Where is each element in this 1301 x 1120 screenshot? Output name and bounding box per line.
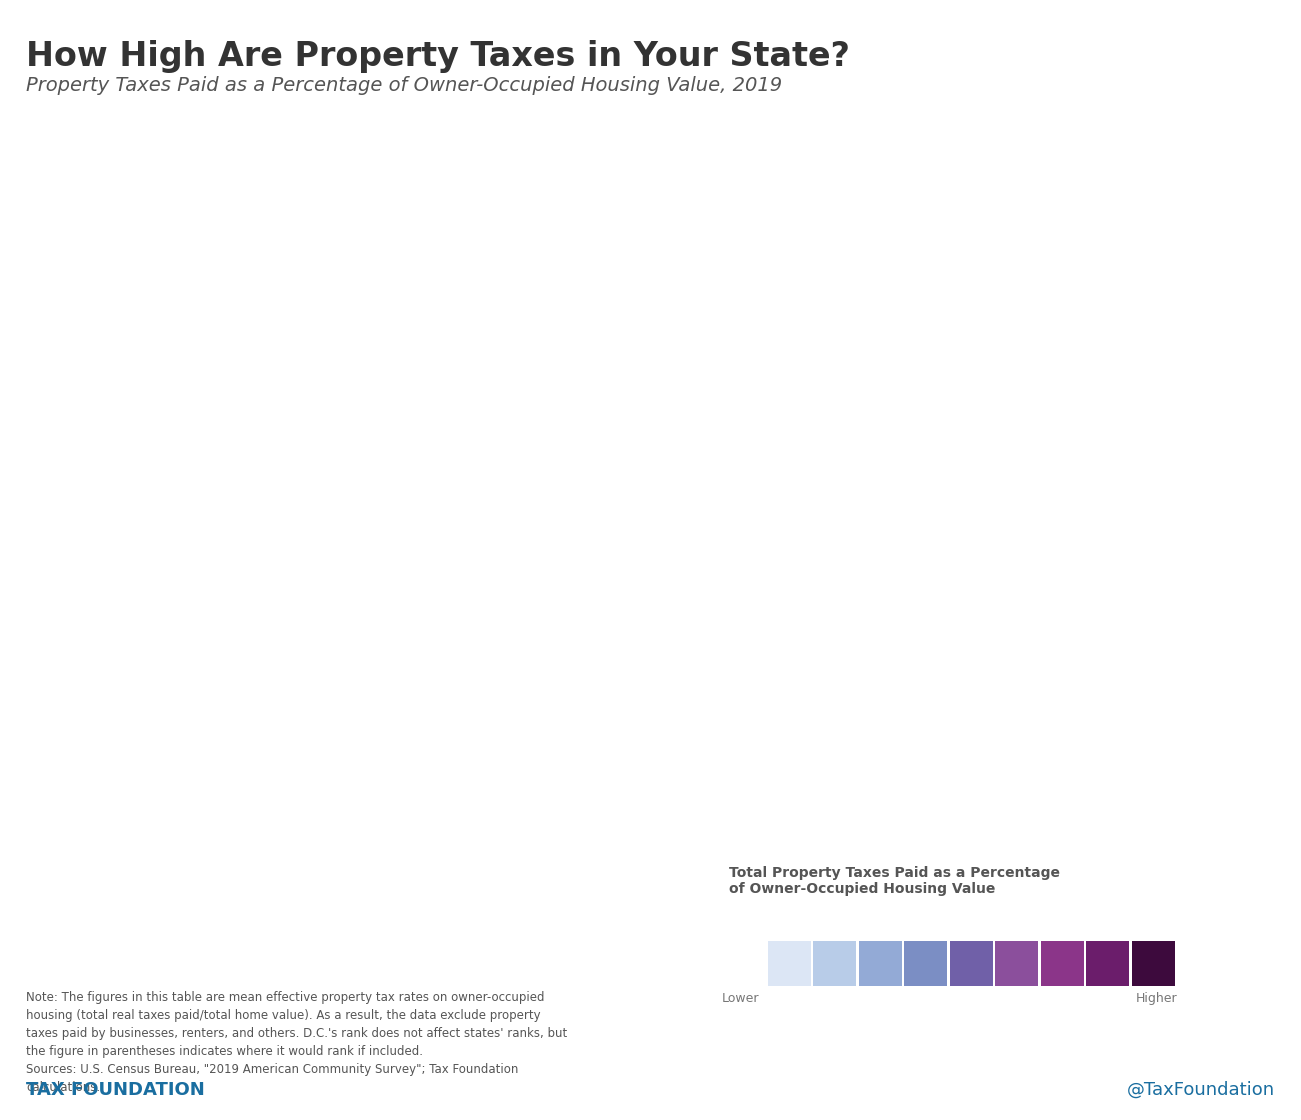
Text: Total Property Taxes Paid as a Percentage
of Owner-Occupied Housing Value: Total Property Taxes Paid as a Percentag…: [729, 866, 1059, 896]
Text: @TaxFoundation: @TaxFoundation: [1127, 1081, 1275, 1099]
Text: TAX FOUNDATION: TAX FOUNDATION: [26, 1081, 204, 1099]
Text: Note: The figures in this table are mean effective property tax rates on owner-o: Note: The figures in this table are mean…: [26, 991, 567, 1094]
Text: Lower: Lower: [722, 992, 760, 1006]
Text: How High Are Property Taxes in Your State?: How High Are Property Taxes in Your Stat…: [26, 40, 850, 73]
Text: Higher: Higher: [1136, 992, 1177, 1006]
Text: Property Taxes Paid as a Percentage of Owner-Occupied Housing Value, 2019: Property Taxes Paid as a Percentage of O…: [26, 76, 782, 95]
